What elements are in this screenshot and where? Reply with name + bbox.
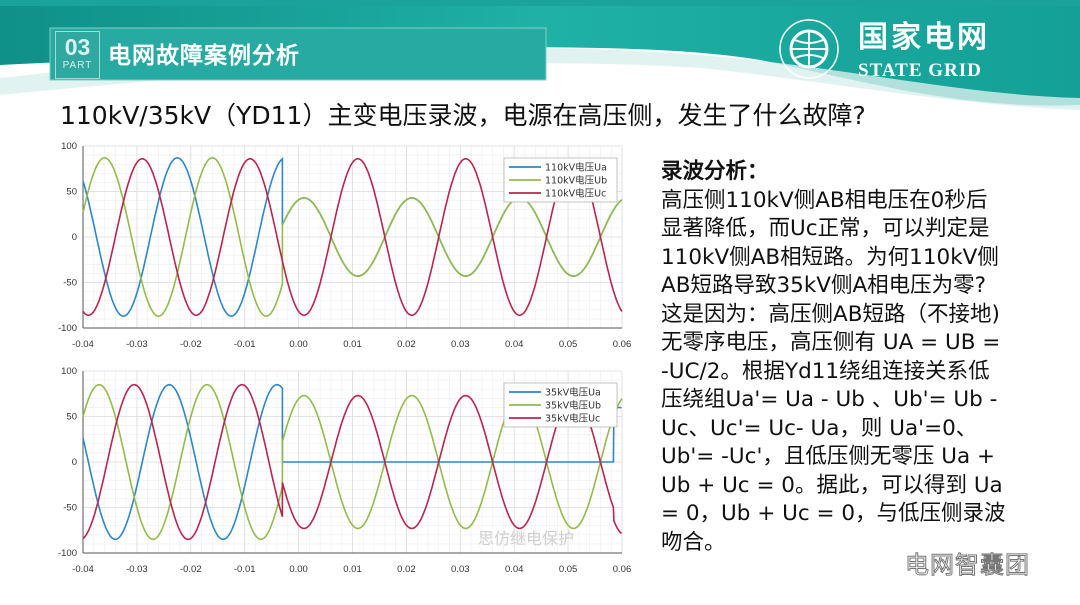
x-tick-label: 0.03 [451,339,470,350]
part-label: PART [62,60,93,71]
series-line-35kV电压Ua [82,383,622,541]
chart-110kv-voltage: -0.04 -0.03 -0.02 -0.01 0.00 0.01 0.02 0.03 0.04… [58,141,632,350]
analysis-title: 录波分析： [661,159,769,184]
analysis-line: 这是因为：高压侧AB短路（不接地) [661,301,1000,327]
analysis-line: = 0，Ub + Uc = 0，与低压侧录波 [661,501,1006,526]
x-tick-label: 0.01 [343,339,362,350]
legend-label: 35kV电压Ub [545,400,601,412]
question-heading: 110kV/35kV（YD11）主变电压录波，电源在高压侧，发生了什么故障? [60,101,866,130]
analysis-line: -UC/2。根据Yd11绕组连接关系低 [661,358,990,384]
y-tick-label: -50 [63,278,77,289]
legend-label: 110kV电压Ub [545,175,607,187]
x-tick-label: -0.04 [72,564,94,575]
analysis-line: 压绕组Ua'= Ua - Ub 、Ub'= Ub - [661,387,998,412]
legend-label: 110kV电压Uc [545,188,606,200]
analysis-line: Ub'= -Uc'，且低压侧无零压 Ua + [661,444,995,469]
x-tick-label: -0.01 [234,564,256,575]
x-tick-label: -0.03 [126,339,148,350]
legend-label: 35kV电压Ua [545,387,601,399]
y-tick-label: 0 [72,457,77,468]
section-title: 电网故障案例分析 [108,43,300,69]
series-line-110kV电压Ub [82,156,623,318]
series-line-35kV电压Uc [82,383,623,541]
analysis-line: Uc、Uc'= Uc- Ua，则 Ua'=0、 [661,415,978,441]
y-tick-label: 50 [66,412,77,423]
y-tick-label: 50 [66,187,77,198]
analysis-text: 录波分析： 高压侧110kV侧AB相电压在0秒后 显著降低，而Uc正常，可以判定是… [661,158,1006,557]
legend-label: 35kV电压Uc [545,413,600,425]
x-tick-label: -0.04 [72,339,94,350]
state-grid-logo-icon [779,19,839,79]
y-tick-label: 0 [72,232,77,243]
y-tick-label: -100 [58,548,77,559]
part-badge: 03 PART [55,31,100,79]
analysis-line: Ub + Uc = 0。据此，可以得到 Ua [661,472,1003,498]
x-tick-label: 0.02 [397,564,416,575]
analysis-line: 110kV侧AB相短路。为何110kV侧 [661,244,999,270]
y-tick-label: -100 [58,323,77,334]
logo-text-cn: 国家电网 [858,20,990,55]
analysis-line: 显著降低，而Uc正常，可以判定是 [661,216,990,241]
x-tick-label: 0.06 [613,339,632,350]
chart-35kv-voltage: -0.04 -0.03 -0.02 -0.01 0.00 0.01 0.02 0.03 0.04… [58,366,632,575]
y-tick-label: -50 [63,503,77,514]
x-tick-label: -0.03 [126,564,148,575]
x-tick-label: 0.03 [451,564,470,575]
analysis-line: 无零序电压，高压侧有 UA = UB = [661,330,1001,355]
analysis-line: 高压侧110kV侧AB相电压在0秒后 [661,187,988,213]
watermark-text: 电网智囊团 [905,551,1030,580]
x-tick-label: 0.04 [505,564,524,575]
x-tick-label: 0.02 [397,339,416,350]
x-tick-label: 0.06 [613,564,632,575]
x-tick-label: -0.02 [180,564,202,575]
x-tick-label: 0.00 [289,564,308,575]
legend-label: 110kV电压Ua [545,162,607,174]
analysis-line: AB短路导致35kV侧A相电压为零? [661,273,987,298]
x-tick-label: 0.05 [559,339,578,350]
logo-text-en: STATE GRID [858,60,982,81]
x-tick-label: 0.00 [289,339,308,350]
y-tick-label: 100 [61,366,77,377]
x-tick-label: 0.01 [343,564,362,575]
part-number: 03 [64,34,91,60]
y-tick-label: 100 [61,141,77,152]
analysis-line: 吻合。 [661,529,726,555]
x-tick-label: 0.04 [505,339,524,350]
x-tick-label: 0.05 [559,564,578,575]
x-tick-label: -0.02 [180,339,202,350]
series-line-110kV电压Uc [82,157,623,317]
x-tick-label: -0.01 [234,339,256,350]
watermark-text: 思仿继电保护 [478,529,575,548]
